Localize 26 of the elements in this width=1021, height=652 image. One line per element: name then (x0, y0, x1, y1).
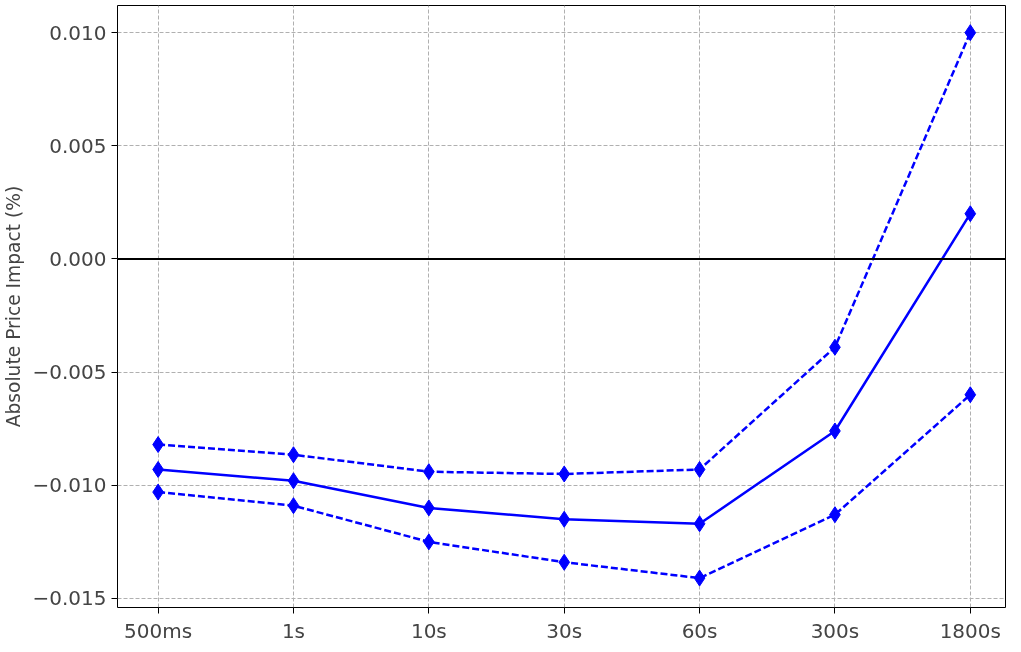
point (287, 446, 300, 464)
x-tick-label: 30s (546, 618, 583, 643)
point (558, 553, 571, 571)
point (558, 465, 571, 483)
point (287, 472, 300, 490)
y-tick-label: 0.005 (49, 133, 107, 158)
point (558, 510, 571, 528)
point (964, 205, 977, 223)
y-tick-label: −0.005 (32, 360, 107, 385)
y-tick-label: −0.010 (32, 473, 107, 498)
y-tick-label: −0.015 (32, 586, 107, 611)
point (287, 497, 300, 515)
x-tick-label: 10s (410, 618, 447, 643)
point (964, 24, 977, 42)
y-axis-title: Absolute Price Impact (%) (3, 185, 25, 428)
x-tick-label: 300s (810, 618, 860, 643)
y-tick-label: 0.010 (49, 20, 107, 45)
y-tick-label: 0.000 (49, 246, 107, 271)
point (964, 386, 977, 404)
x-tick-label: 500ms (124, 618, 193, 643)
x-tick-label: 1800s (939, 618, 1001, 643)
point (693, 569, 706, 587)
point (693, 460, 706, 478)
x-tick-label: 60s (681, 618, 718, 643)
x-tick-label: 1s (281, 618, 306, 643)
point (693, 515, 706, 533)
